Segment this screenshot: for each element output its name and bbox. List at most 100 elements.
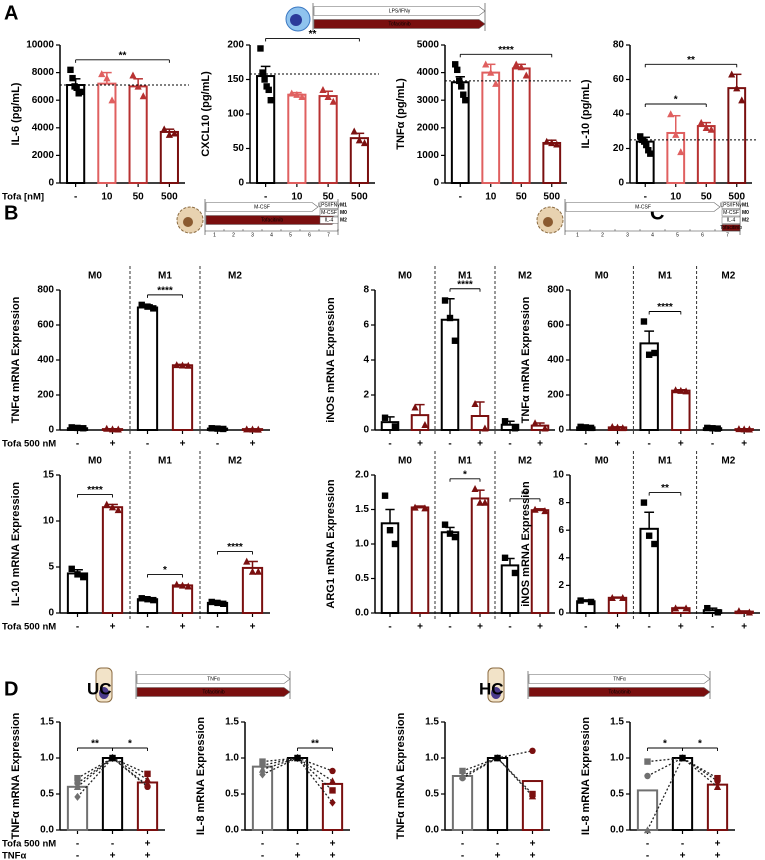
donor-line [262, 757, 334, 804]
data-point [608, 423, 616, 431]
bar [101, 757, 124, 831]
x-tick-label: 10 [291, 192, 303, 203]
x-tick-label: - [216, 622, 219, 633]
data-point [651, 349, 658, 357]
data-point [355, 136, 363, 144]
day-label: 7 [327, 232, 330, 238]
data-point [150, 596, 157, 604]
y-tick-label: 0 [618, 178, 624, 189]
stage-box [319, 201, 339, 209]
y-tick-label: 200 [547, 390, 564, 401]
data-point [329, 767, 336, 775]
group-label: M1 [158, 456, 172, 467]
data-point [531, 419, 539, 427]
data-point [738, 96, 746, 104]
cell-nucleus [183, 217, 193, 227]
x-tick-label: - [646, 851, 649, 860]
data-point [619, 424, 627, 432]
x-tick-label: 50 [701, 192, 713, 203]
data-point [80, 573, 87, 581]
bar [128, 85, 148, 184]
day-label: 7 [726, 232, 729, 238]
data-point [441, 521, 449, 528]
day-label: 6 [308, 232, 311, 238]
y-axis-label: TNFα (pg/mL) [395, 78, 407, 150]
data-point [411, 503, 419, 511]
data-point [707, 125, 715, 133]
data-point [531, 505, 539, 513]
y-tick-label: 6 [363, 320, 369, 331]
x-tick-label: + [180, 622, 186, 633]
data-point [482, 60, 490, 68]
group-label: M0 [88, 456, 102, 467]
data-point [421, 420, 429, 428]
x-tick-label: 500 [161, 192, 178, 203]
bar [286, 757, 309, 831]
group-label: M1 [458, 456, 472, 467]
x-tick-label: 500 [728, 192, 745, 203]
y-tick-label: 0.0 [225, 825, 239, 836]
data-point [728, 70, 736, 78]
stage-box [721, 216, 741, 224]
data-point [184, 582, 192, 590]
data-point [77, 88, 84, 96]
group-label: M2 [518, 456, 532, 467]
data-point [208, 598, 215, 606]
data-point [487, 68, 495, 76]
bar [171, 364, 194, 431]
data-point [608, 594, 616, 602]
significance-label: ** [661, 483, 669, 494]
treatment-label: M-CSF [635, 205, 651, 211]
data-point [667, 110, 675, 118]
treatment-arrow [313, 6, 486, 16]
data-point [259, 770, 266, 779]
bar [159, 130, 179, 185]
data-point [108, 425, 117, 433]
data-point [446, 530, 454, 537]
data-point [259, 758, 266, 765]
data-point [451, 533, 459, 541]
bar [451, 775, 474, 831]
data-point [735, 607, 743, 615]
stage-box [721, 201, 741, 209]
x-tick-label: - [146, 439, 149, 450]
y-tick-label: 4 [558, 552, 564, 563]
data-point [184, 361, 192, 369]
data-point [493, 754, 502, 762]
day-label: 6 [701, 232, 704, 238]
y-tick-label: 0 [433, 178, 439, 189]
bar [440, 318, 460, 431]
group-heading: UC [87, 679, 112, 698]
x-tick-label: + [145, 839, 151, 850]
x-tick-label: - [508, 439, 511, 450]
treatment-label: Tofacitinib [388, 22, 410, 28]
data-point [329, 97, 337, 105]
y-axis-label: TNFα mRNA Expression [395, 712, 407, 839]
cell-nucleus [99, 687, 109, 699]
x-tick-label: + [715, 839, 721, 850]
data-point [458, 772, 467, 780]
data-point [129, 71, 137, 79]
group-label: M2 [228, 456, 242, 467]
x-row-label: Tofa 500 nM [2, 439, 56, 450]
data-point [672, 386, 680, 394]
x-tick-label: - [646, 839, 649, 850]
data-point [173, 580, 181, 588]
data-point [446, 314, 454, 322]
stage-label: M1 [742, 203, 749, 209]
data-point [74, 571, 81, 578]
x-tick-label: - [459, 192, 462, 203]
x-tick-label: 500 [351, 192, 368, 203]
x-tick-label: + [110, 622, 116, 633]
donor-line [647, 757, 718, 782]
data-point [645, 147, 652, 154]
data-point [74, 424, 81, 432]
data-point [69, 74, 76, 82]
y-tick-label: 0 [558, 425, 564, 436]
x-tick-label: - [647, 622, 650, 633]
day-label: 3 [251, 232, 254, 238]
bar [136, 306, 159, 431]
donor-line [262, 757, 333, 772]
data-point [68, 424, 75, 431]
data-point [254, 567, 262, 575]
